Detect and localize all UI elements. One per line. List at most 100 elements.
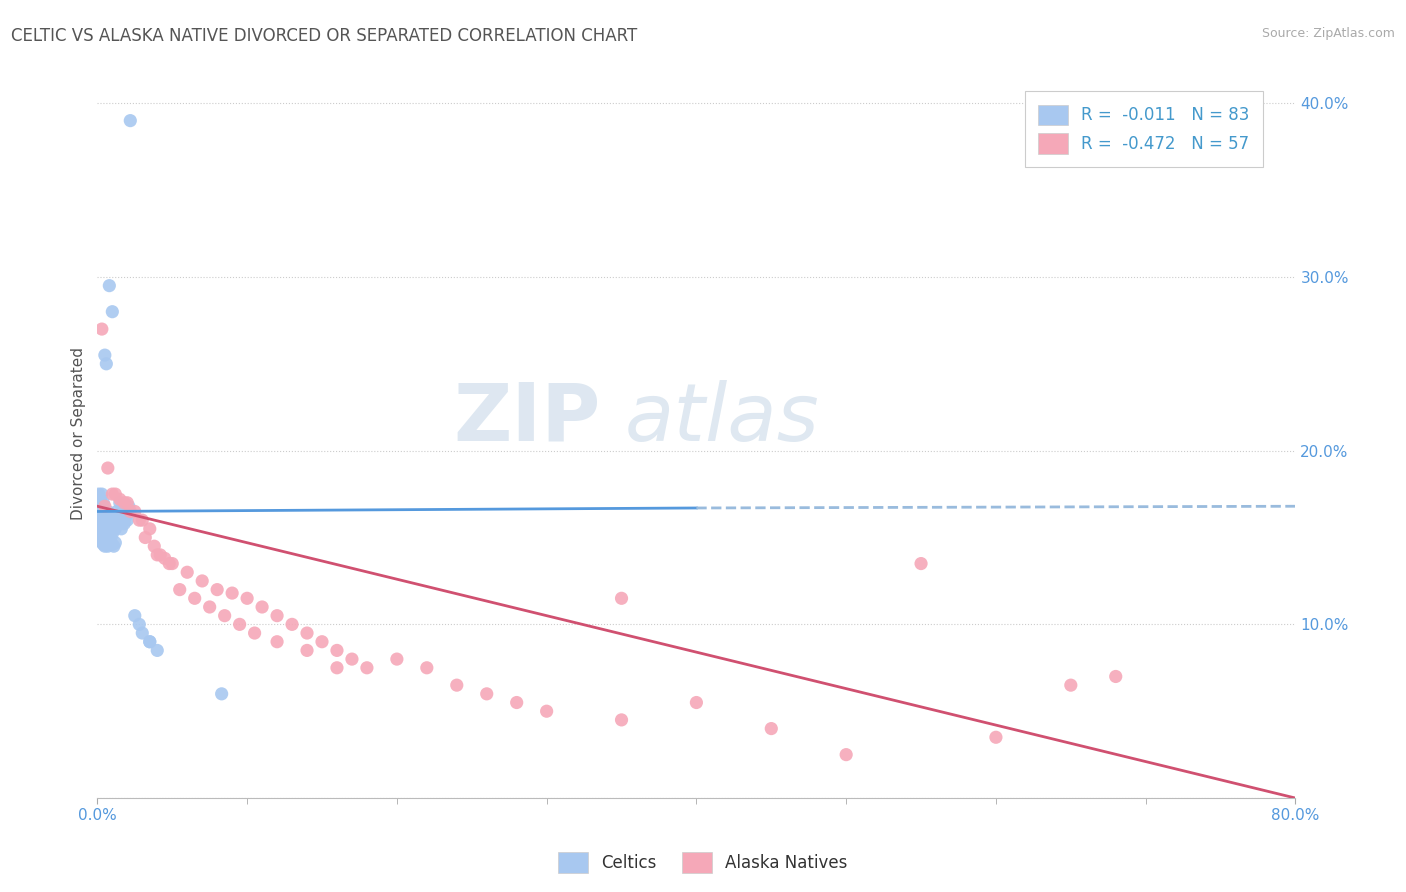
Point <box>266 634 288 648</box>
Point <box>446 678 468 692</box>
Point <box>139 522 162 536</box>
Point <box>191 574 214 588</box>
Point <box>94 531 117 545</box>
Point <box>93 504 115 518</box>
Point <box>87 491 110 505</box>
Point <box>90 522 112 536</box>
Point <box>160 557 183 571</box>
Point <box>93 513 115 527</box>
Point <box>101 487 124 501</box>
Point <box>610 591 633 606</box>
Point <box>93 537 115 551</box>
Point <box>87 513 110 527</box>
Point <box>93 496 115 510</box>
Point <box>90 322 112 336</box>
Point <box>326 643 349 657</box>
Point <box>228 617 250 632</box>
Point <box>910 557 932 571</box>
Point <box>117 496 139 510</box>
Point <box>90 504 112 518</box>
Point <box>108 496 131 510</box>
Point <box>90 500 112 514</box>
Point <box>146 548 169 562</box>
Point <box>89 496 111 510</box>
Point <box>685 696 707 710</box>
Point <box>143 539 166 553</box>
Text: atlas: atlas <box>624 380 820 458</box>
Point <box>94 348 117 362</box>
Point <box>93 508 115 522</box>
Point <box>250 599 273 614</box>
Point <box>326 661 349 675</box>
Point <box>104 535 127 549</box>
Point <box>97 531 120 545</box>
Point <box>214 608 236 623</box>
Point <box>87 492 110 507</box>
Point <box>97 461 120 475</box>
Point <box>169 582 191 597</box>
Point <box>211 687 233 701</box>
Point <box>124 608 146 623</box>
Point <box>221 586 243 600</box>
Point <box>149 548 172 562</box>
Point <box>96 513 118 527</box>
Point <box>97 504 120 518</box>
Point <box>134 531 156 545</box>
Point <box>96 533 118 548</box>
Point <box>94 539 117 553</box>
Point <box>295 643 318 657</box>
Point <box>356 661 378 675</box>
Point <box>94 508 117 522</box>
Point <box>100 531 122 545</box>
Point <box>176 566 198 580</box>
Point <box>236 591 259 606</box>
Point <box>340 652 363 666</box>
Point <box>96 533 118 548</box>
Point <box>139 634 162 648</box>
Point <box>89 496 111 510</box>
Point <box>1105 669 1128 683</box>
Point <box>124 504 146 518</box>
Point <box>835 747 858 762</box>
Point <box>89 522 111 536</box>
Point <box>243 626 266 640</box>
Point <box>98 533 121 548</box>
Point <box>266 608 288 623</box>
Point <box>101 304 124 318</box>
Point <box>90 522 112 536</box>
Point <box>295 626 318 640</box>
Point <box>94 500 117 514</box>
Point <box>89 527 111 541</box>
Point <box>90 500 112 514</box>
Point <box>131 626 153 640</box>
Point <box>385 652 408 666</box>
Point <box>610 713 633 727</box>
Point <box>505 696 527 710</box>
Point <box>105 504 128 518</box>
Point <box>90 487 112 501</box>
Point <box>87 533 110 548</box>
Point <box>475 687 498 701</box>
Point <box>111 504 134 518</box>
Point <box>984 731 1007 745</box>
Point <box>761 722 783 736</box>
Point <box>146 643 169 657</box>
Point <box>87 531 110 545</box>
Point <box>89 496 111 510</box>
Point <box>110 522 132 536</box>
Legend: Celtics, Alaska Natives: Celtics, Alaska Natives <box>551 846 855 880</box>
Point <box>118 500 141 514</box>
Point <box>1060 678 1083 692</box>
Point <box>183 591 205 606</box>
Point <box>117 513 139 527</box>
Point <box>101 513 124 527</box>
Text: Source: ZipAtlas.com: Source: ZipAtlas.com <box>1261 27 1395 40</box>
Legend: R =  -0.011   N = 83, R =  -0.472   N = 57: R = -0.011 N = 83, R = -0.472 N = 57 <box>1025 92 1263 167</box>
Point <box>100 508 122 522</box>
Point <box>104 487 127 501</box>
Point <box>131 513 153 527</box>
Point <box>153 551 176 566</box>
Point <box>97 516 120 531</box>
Point <box>112 516 135 531</box>
Point <box>90 531 112 545</box>
